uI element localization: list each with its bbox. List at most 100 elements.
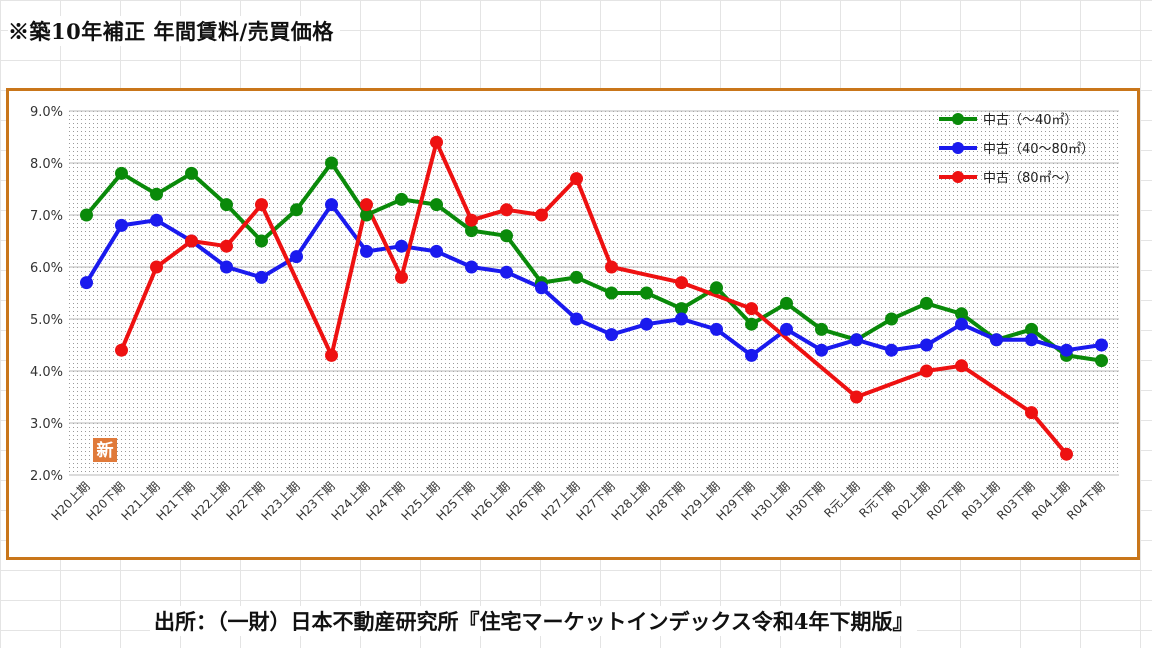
data-point <box>990 333 1003 347</box>
data-point <box>710 322 723 336</box>
line-chart: 2.0%3.0%4.0%5.0%6.0%7.0%8.0%9.0% H20上期H2… <box>30 105 1119 523</box>
legend-entry: 中古（～40㎡） <box>939 113 1078 128</box>
y-tick-label: 9.0% <box>30 105 63 120</box>
data-point <box>290 250 303 264</box>
data-point <box>360 198 373 212</box>
y-tick-label: 5.0% <box>30 313 63 328</box>
data-point <box>80 276 93 290</box>
data-point <box>185 234 198 248</box>
data-point <box>1060 447 1073 461</box>
plot-area-background <box>69 111 1119 475</box>
data-point <box>395 192 408 206</box>
data-point <box>1095 338 1108 352</box>
data-point <box>885 312 898 326</box>
data-point <box>325 156 338 170</box>
data-point <box>640 286 653 300</box>
data-point <box>395 270 408 284</box>
data-point <box>430 244 443 258</box>
data-point <box>500 229 513 243</box>
data-point <box>605 328 618 342</box>
y-tick-label: 8.0% <box>30 157 63 172</box>
x-tick-label: R04下期 <box>1064 479 1108 523</box>
data-point <box>605 260 618 274</box>
legend-swatch-marker <box>952 113 964 125</box>
data-point <box>885 343 898 357</box>
data-point <box>430 198 443 212</box>
x-tick-label: H30下期 <box>784 479 828 523</box>
data-point <box>220 239 233 253</box>
data-point <box>80 208 93 222</box>
data-point <box>255 270 268 284</box>
data-point <box>115 166 128 180</box>
data-point <box>1025 406 1038 420</box>
y-tick-label: 3.0% <box>30 417 63 432</box>
data-point <box>745 302 758 316</box>
data-point <box>325 198 338 212</box>
data-point <box>220 198 233 212</box>
source-citation: 出所：（一財）日本不動産研究所『住宅マーケットインデックス令和4年下期版』 <box>150 606 918 636</box>
data-point <box>675 276 688 290</box>
data-point <box>150 187 163 201</box>
data-point <box>430 135 443 149</box>
data-point <box>185 166 198 180</box>
legend-entry: 中古（40～80㎡） <box>939 142 1094 157</box>
data-point <box>955 317 968 331</box>
legend-swatch-marker <box>952 171 964 183</box>
data-point <box>360 244 373 258</box>
legend-swatch-marker <box>952 142 964 154</box>
data-point <box>255 234 268 248</box>
data-point <box>815 322 828 336</box>
data-point <box>570 270 583 284</box>
data-point <box>920 364 933 378</box>
data-point <box>745 317 758 331</box>
legend-label: 中古（～40㎡） <box>983 113 1078 128</box>
legend-label: 中古（40～80㎡） <box>983 142 1094 157</box>
y-tick-label: 6.0% <box>30 261 63 276</box>
data-point <box>1025 322 1038 336</box>
y-tick-label: 2.0% <box>30 469 63 484</box>
data-point <box>1025 333 1038 347</box>
new-badge-label: 新 <box>97 440 114 461</box>
data-point <box>955 307 968 321</box>
y-tick-label: 7.0% <box>30 209 63 224</box>
data-point <box>115 218 128 232</box>
data-point <box>395 239 408 253</box>
data-point <box>675 302 688 316</box>
data-point <box>150 213 163 227</box>
legend-entry: 中古（80㎡～） <box>939 171 1078 186</box>
data-point <box>675 312 688 326</box>
data-point <box>605 286 618 300</box>
data-point <box>465 213 478 227</box>
data-point <box>780 322 793 336</box>
data-point <box>920 338 933 352</box>
data-point <box>220 260 233 274</box>
data-point <box>780 296 793 310</box>
new-badge: 新 <box>93 438 117 462</box>
chart-frame: 2.0% 3.0% 4.0% 5.0% 6.0% 7.0% 8.0% 9.0% H20上期 H2… <box>6 88 1140 560</box>
data-point <box>570 172 583 186</box>
data-point <box>465 224 478 238</box>
x-tick-label: R元上期 <box>821 479 862 520</box>
data-point <box>745 348 758 362</box>
data-point <box>500 265 513 279</box>
data-point <box>920 296 933 310</box>
page-title: ※築10年補正 年間賃料/売買価格 <box>8 16 340 46</box>
data-point <box>360 208 373 222</box>
data-point <box>255 198 268 212</box>
data-point <box>710 281 723 295</box>
data-point <box>325 348 338 362</box>
data-point <box>955 359 968 373</box>
data-point <box>850 333 863 347</box>
data-point <box>815 343 828 357</box>
data-point <box>290 203 303 217</box>
data-point <box>535 281 548 295</box>
data-point <box>1060 343 1073 357</box>
data-point <box>535 208 548 222</box>
data-point <box>150 260 163 274</box>
data-point <box>465 260 478 274</box>
y-tick-label: 4.0% <box>30 365 63 380</box>
data-point <box>500 203 513 217</box>
legend-label: 中古（80㎡～） <box>983 171 1078 186</box>
data-point <box>115 343 128 357</box>
data-point <box>640 317 653 331</box>
